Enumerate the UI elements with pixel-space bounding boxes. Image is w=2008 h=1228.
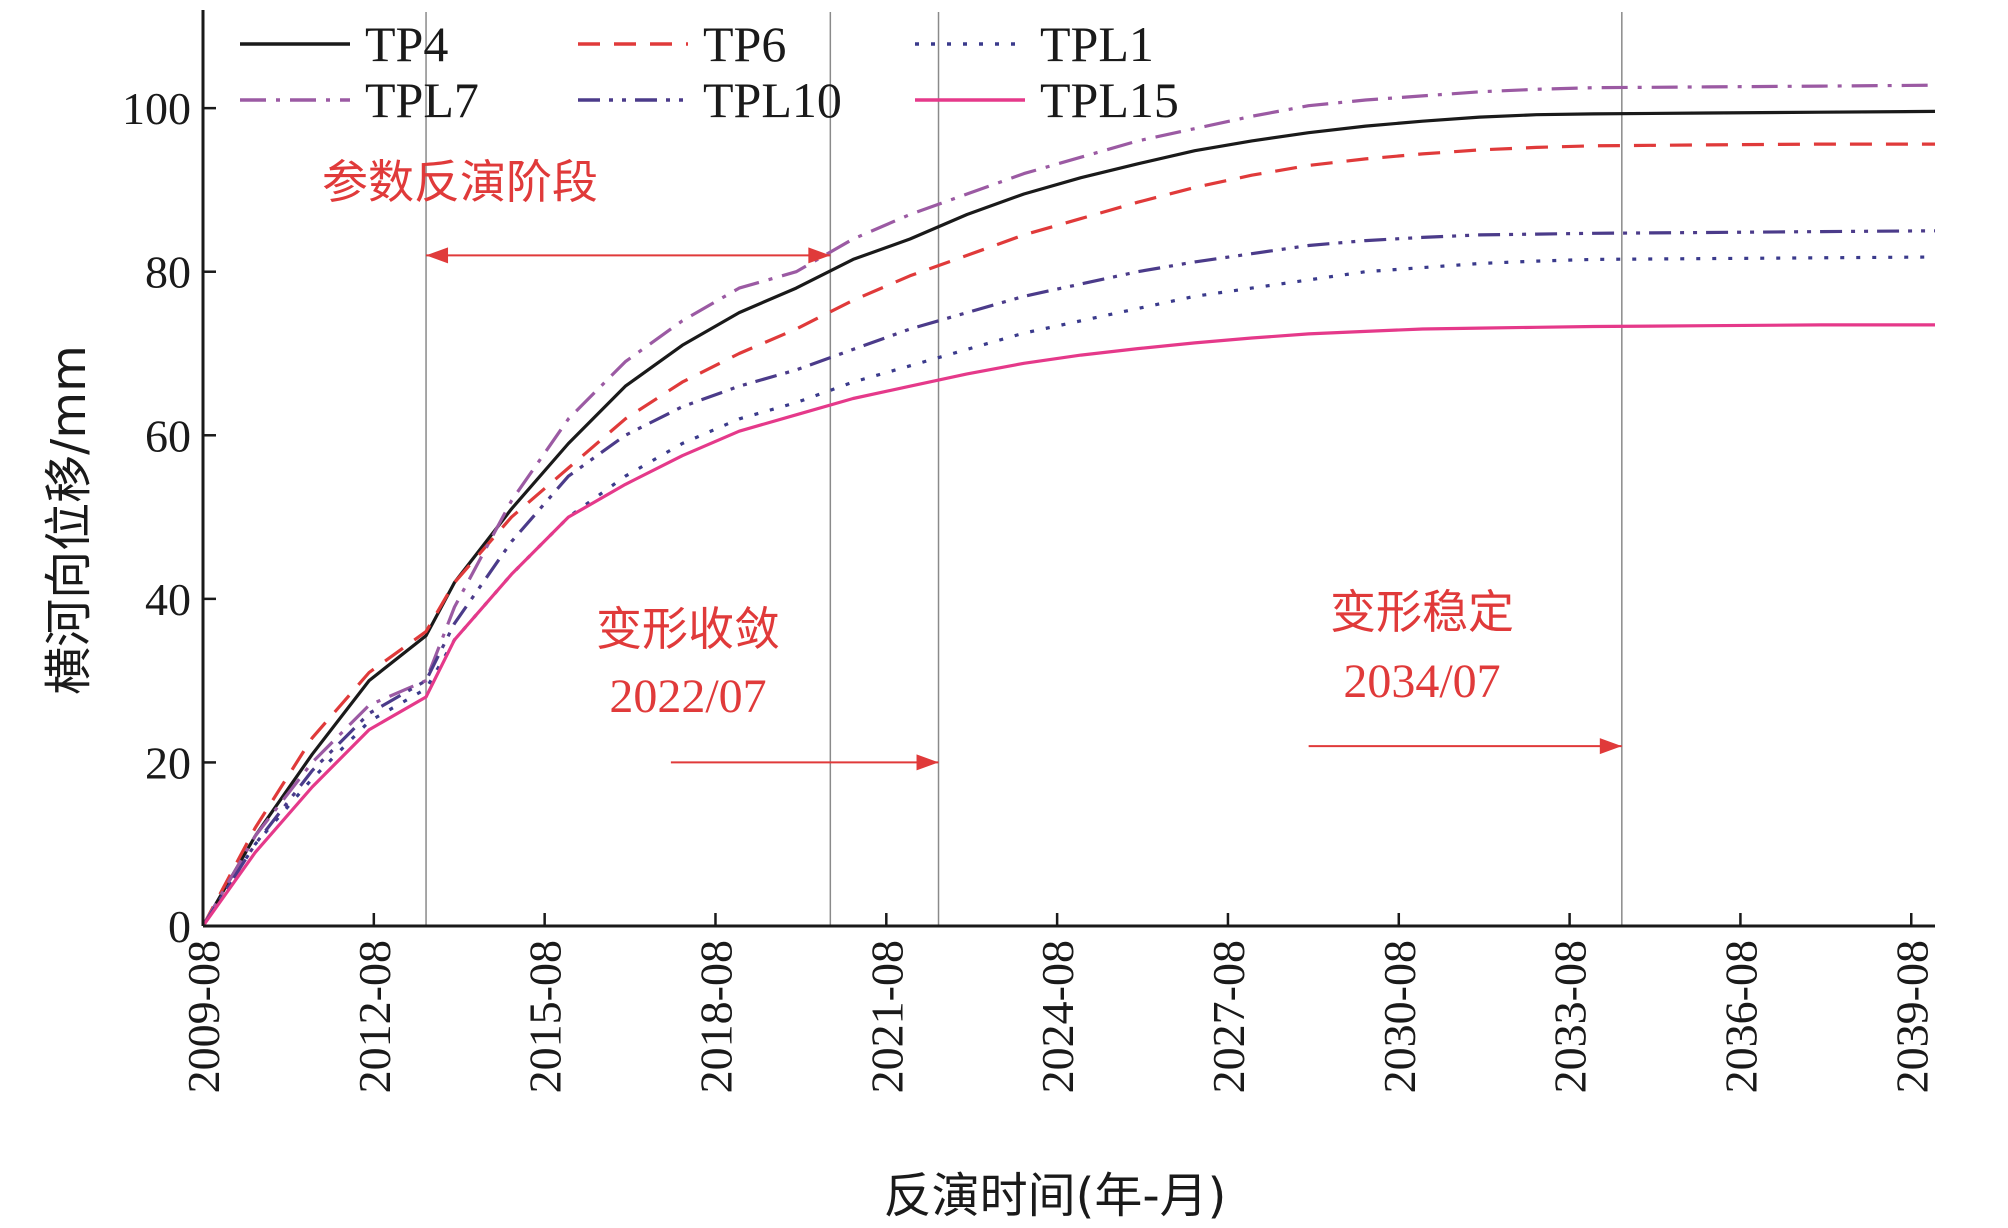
series-line-tpl10 bbox=[201, 229, 1936, 927]
legend-label-tp4: TP4 bbox=[365, 16, 448, 72]
annotation-text-param: 参数反演阶段 bbox=[322, 155, 598, 209]
y-tick-label: 80 bbox=[145, 247, 191, 298]
arrowhead-start-param bbox=[426, 247, 449, 264]
legend-label-tp6: TP6 bbox=[703, 16, 786, 72]
annotation-text-stable: 2034/07 bbox=[1343, 655, 1500, 708]
x-tick-label: 2036-08 bbox=[1715, 940, 1766, 1093]
x-axis-title: 反演时间(年-月) bbox=[884, 1168, 1227, 1224]
x-tick-label: 2033-08 bbox=[1545, 940, 1596, 1093]
axes: 0 20 40 60 80 100 2009-08 2012-08 2015-08 2018-08… bbox=[122, 10, 1937, 1093]
x-tick-label: 2024-08 bbox=[1032, 940, 1083, 1093]
legend-label-tpl1: TPL1 bbox=[1040, 16, 1154, 72]
arrowhead-stable bbox=[1599, 738, 1622, 755]
y-tick-label: 20 bbox=[145, 737, 191, 788]
y-tick-label: 60 bbox=[145, 410, 191, 461]
series-line-tp4 bbox=[201, 109, 1936, 927]
y-tick-label: 100 bbox=[122, 83, 191, 134]
annotation-text-converge: 变形收敛 bbox=[596, 602, 780, 656]
legend-label-tpl10: TPL10 bbox=[703, 72, 842, 128]
y-tick-label: 0 bbox=[168, 901, 191, 952]
legend: TP4 TP6 TPL1 TPL7 TPL10 TPL15 bbox=[240, 16, 1179, 128]
arrowhead-param bbox=[808, 247, 831, 264]
y-tick-label: 40 bbox=[145, 574, 191, 625]
x-tick-label: 2018-08 bbox=[690, 940, 741, 1093]
y-axis-title: 横河向位移/mm bbox=[41, 345, 97, 695]
x-tick-label: 2039-08 bbox=[1886, 940, 1937, 1093]
reference-lines bbox=[425, 12, 1623, 926]
legend-label-tpl7: TPL7 bbox=[365, 72, 479, 128]
legend-label-tpl15: TPL15 bbox=[1040, 72, 1179, 128]
series-lines bbox=[201, 83, 1936, 927]
annotation-text-converge: 2022/07 bbox=[609, 670, 766, 723]
annotation-text-stable: 变形稳定 bbox=[1330, 585, 1514, 639]
x-tick-label: 2021-08 bbox=[861, 940, 912, 1093]
series-line-tpl7 bbox=[201, 83, 1936, 927]
x-tick-label: 2027-08 bbox=[1203, 940, 1254, 1093]
x-tick-label: 2030-08 bbox=[1374, 940, 1425, 1093]
x-tick-label: 2015-08 bbox=[520, 940, 571, 1093]
x-tick-label: 2012-08 bbox=[349, 940, 400, 1093]
series-line-tp6 bbox=[201, 142, 1935, 927]
x-tick-label: 2009-08 bbox=[178, 940, 229, 1093]
arrowhead-converge bbox=[916, 754, 939, 771]
series-line-tpl15 bbox=[201, 323, 1935, 927]
